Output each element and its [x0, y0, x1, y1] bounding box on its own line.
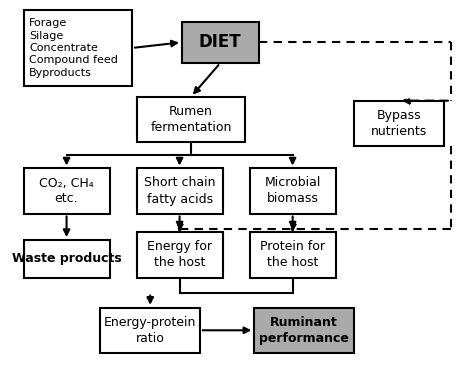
FancyBboxPatch shape [137, 168, 223, 214]
Text: CO₂, CH₄
etc.: CO₂, CH₄ etc. [39, 176, 94, 206]
Text: Bypass
nutrients: Bypass nutrients [371, 109, 427, 138]
Text: Microbial
biomass: Microbial biomass [264, 176, 321, 206]
Text: Rumen
fermentation: Rumen fermentation [150, 105, 232, 134]
Text: DIET: DIET [199, 33, 242, 51]
FancyBboxPatch shape [250, 232, 336, 278]
FancyBboxPatch shape [182, 22, 259, 63]
FancyBboxPatch shape [24, 240, 109, 278]
FancyBboxPatch shape [137, 232, 223, 278]
Text: Short chain
fatty acids: Short chain fatty acids [144, 176, 215, 206]
Text: Energy for
the host: Energy for the host [147, 241, 212, 269]
FancyBboxPatch shape [250, 168, 336, 214]
FancyBboxPatch shape [137, 97, 245, 142]
FancyBboxPatch shape [24, 10, 132, 86]
Text: Protein for
the host: Protein for the host [260, 241, 325, 269]
Text: Waste products: Waste products [12, 252, 121, 265]
FancyBboxPatch shape [24, 168, 109, 214]
Text: Forage
Silage
Concentrate
Compound feed
Byproducts: Forage Silage Concentrate Compound feed … [29, 18, 118, 78]
FancyBboxPatch shape [354, 100, 444, 146]
Text: Ruminant
performance: Ruminant performance [259, 316, 349, 345]
FancyBboxPatch shape [254, 308, 354, 353]
FancyBboxPatch shape [100, 308, 200, 353]
Text: Energy-protein
ratio: Energy-protein ratio [104, 316, 196, 345]
